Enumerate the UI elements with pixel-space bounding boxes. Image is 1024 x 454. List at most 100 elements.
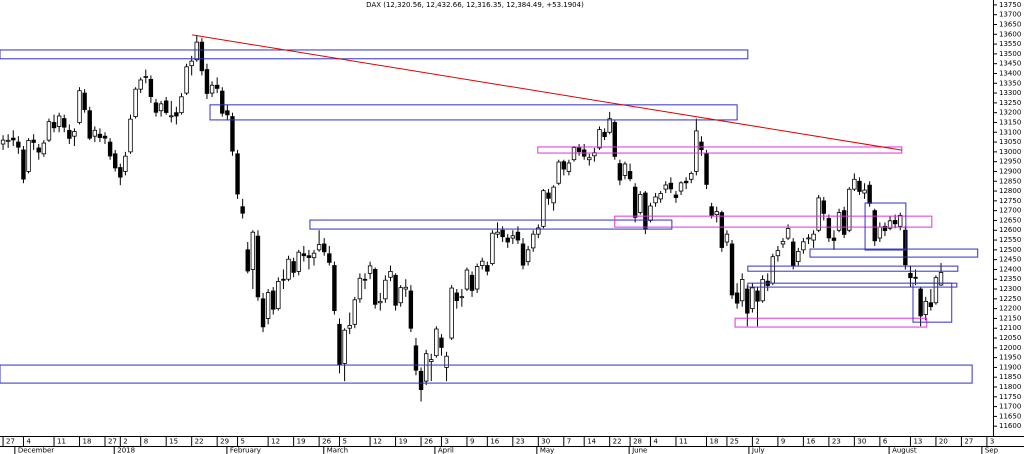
x-tick-label: 12 [373,438,382,446]
candle-body [464,269,470,290]
level-box [309,219,673,230]
candle-body [770,256,776,284]
y-tick-label: 12500 [999,246,1021,254]
candle-body [311,252,317,259]
candle-body [87,110,92,139]
candle-body [454,292,459,301]
level-box [0,49,749,60]
candle-body [214,84,220,89]
y-tick-label: 12200 [999,305,1021,313]
candle-body [510,235,516,239]
x-tick-label: 26 [322,438,331,446]
y-tick-label: 13500 [999,50,1021,58]
candle-body [230,116,235,152]
candle-body [678,182,684,192]
candle-body [107,141,113,157]
candle-body [709,206,714,216]
x-tick-label: 5 [343,438,347,446]
y-tick-label: 13300 [999,89,1021,97]
candle-body [67,129,72,139]
candle-body [546,192,551,199]
candle-body [72,131,77,137]
candle-body [434,328,439,357]
candle-body [16,141,21,148]
candle-body [250,231,256,270]
candle-body [719,212,725,248]
candle-body [745,288,750,314]
level-box [912,282,953,323]
candle-body [11,137,16,141]
x-tick-label: 19 [297,438,306,446]
y-tick-label: 13350 [999,79,1021,87]
candle-body [46,121,52,141]
candle-body [923,300,928,315]
candle-body [668,182,674,190]
candle-body [556,161,561,184]
month-label: December [18,447,54,454]
y-tick-label: 13550 [999,40,1021,48]
candle-body [607,118,612,133]
x-tick-label: 5 [241,438,245,446]
candle-body [515,231,521,241]
candle-body [689,173,694,180]
candle-body [806,237,811,240]
candle-body [158,103,164,112]
candle-body [296,251,301,272]
x-tick-label: 11 [679,438,688,446]
y-tick-label: 11900 [999,363,1021,371]
candle-body [138,79,143,90]
candle-body [439,337,444,348]
candle-body [913,276,918,279]
x-tick-label: 4 [653,438,658,446]
candle-body [357,277,363,300]
candle-body [62,118,67,128]
candle-body [597,129,602,149]
candle-body [240,206,245,214]
candle-body [347,325,352,329]
candle-body [882,225,888,232]
candle-body [658,193,663,200]
candle-body [316,244,322,251]
candle-body [199,41,205,72]
month-label: Sep [985,447,999,454]
candle-body [928,302,934,308]
candle-body [831,237,837,241]
y-tick-label: 13650 [999,20,1021,28]
candle-body [653,196,658,204]
candle-body [683,180,689,184]
candle-body [643,192,648,230]
candle-body [332,265,337,311]
candle-body [622,163,628,176]
y-tick-label: 11750 [999,393,1021,401]
y-tick-label: 13600 [999,30,1021,38]
x-tick-label: 9 [781,438,785,446]
y-tick-label: 11600 [999,422,1021,430]
chart-title: DAX (12,320.56, 12,432.66, 12,316.35, 12… [366,1,584,9]
candle-body [490,232,495,264]
x-tick-label: 29 [220,438,229,446]
x-tick-label: 27 [964,438,973,446]
candle-body [271,290,276,310]
candle-body [194,41,199,61]
candle-body [26,140,31,172]
candle-body [393,274,398,306]
candle-body [694,130,699,172]
candle-body [602,131,607,137]
candle-body [179,96,184,114]
candle-body [847,188,852,231]
x-tick-label: 16 [806,438,815,446]
candle-body [485,265,490,272]
y-tick-label: 12650 [999,216,1021,224]
y-tick-label: 12450 [999,256,1021,264]
x-tick-label: 18 [710,438,719,446]
candle-body [760,279,765,302]
candle-body [276,280,281,310]
candle-body [362,278,368,281]
y-tick-label: 12750 [999,197,1021,205]
y-tick-label: 13000 [999,148,1021,156]
y-tick-label: 13050 [999,138,1021,146]
x-tick-label: 3 [990,438,994,446]
candle-body [367,265,373,274]
candle-body [169,115,174,118]
candle-body [836,212,842,231]
